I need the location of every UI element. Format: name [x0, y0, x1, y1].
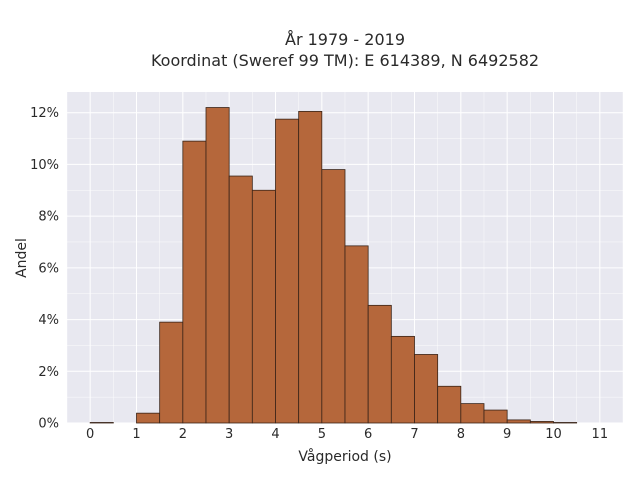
x-tick-label: 3 — [225, 427, 233, 442]
y-tick-label: 0% — [38, 417, 59, 432]
histogram-bar — [298, 110, 323, 424]
histogram-bar — [159, 321, 184, 424]
histogram-bar — [251, 189, 276, 424]
x-tick-label: 5 — [318, 427, 326, 442]
bars-group — [89, 107, 578, 424]
x-axis-ticks: 0 1 2 3 4 5 6 7 8 9 10 11 — [86, 427, 608, 442]
chart-title-line2: Koordinat (Sweref 99 TM): E 614389, N 64… — [151, 51, 539, 70]
histogram-bar — [228, 175, 253, 424]
histogram-bar — [367, 304, 392, 424]
histogram-bar — [205, 107, 230, 424]
y-tick-label: 12% — [30, 106, 59, 121]
histogram-bar — [136, 412, 161, 424]
y-axis-ticks: 0% 2% 4% 6% 8% 10% 12% — [30, 106, 59, 431]
x-tick-label: 6 — [364, 427, 372, 442]
x-tick-label: 9 — [503, 427, 511, 442]
x-tick-label: 2 — [179, 427, 187, 442]
histogram-bar — [529, 421, 554, 424]
histogram-bar — [460, 403, 485, 424]
x-tick-label: 10 — [545, 427, 562, 442]
histogram-bar — [321, 169, 346, 424]
y-tick-label: 8% — [38, 210, 59, 225]
histogram-bar — [390, 335, 415, 424]
x-tick-label: 8 — [457, 427, 465, 442]
x-axis-label: Vågperiod (s) — [298, 448, 391, 465]
histogram-bar — [437, 385, 462, 424]
histogram-bar — [344, 245, 369, 424]
y-tick-label: 6% — [38, 261, 59, 276]
y-tick-label: 2% — [38, 365, 59, 380]
histogram-bar — [275, 118, 300, 424]
histogram-bar — [506, 419, 531, 424]
y-tick-label: 10% — [30, 158, 59, 173]
histogram-bar — [414, 354, 439, 424]
x-tick-label: 0 — [86, 427, 94, 442]
histogram-bar — [182, 140, 207, 424]
histogram-bar — [89, 422, 114, 424]
histogram-bar — [553, 422, 578, 424]
x-tick-label: 11 — [592, 427, 609, 442]
x-tick-label: 4 — [271, 427, 279, 442]
y-tick-label: 4% — [38, 313, 59, 328]
x-tick-label: 1 — [132, 427, 140, 442]
y-axis-label: Andel — [14, 238, 30, 278]
chart-title-line1: År 1979 - 2019 — [285, 30, 405, 49]
histogram-bar — [483, 409, 508, 424]
x-tick-label: 7 — [410, 427, 418, 442]
